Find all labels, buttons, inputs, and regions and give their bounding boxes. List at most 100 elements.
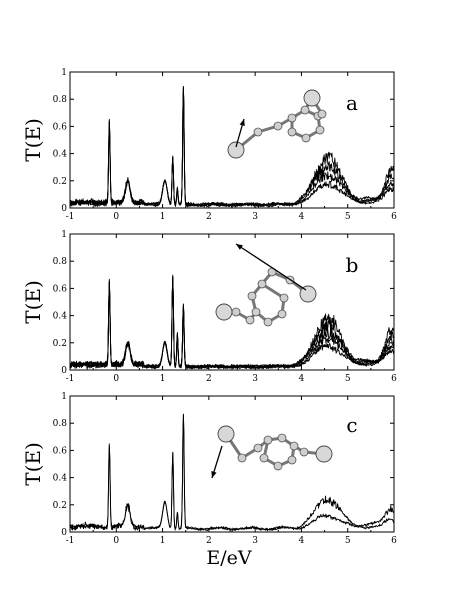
panel-letter: b xyxy=(346,253,359,277)
x-tick-label: 1 xyxy=(160,536,166,546)
x-tick-label: 5 xyxy=(345,212,351,222)
y-tick-label: 0.2 xyxy=(53,501,67,511)
molecule-atom xyxy=(263,317,273,327)
x-axis-label: E/eV xyxy=(206,547,252,569)
x-tick-label: 0 xyxy=(113,374,119,384)
metal-atom xyxy=(217,425,235,443)
x-tick-label: 5 xyxy=(345,536,351,546)
molecule-atom xyxy=(247,291,257,301)
arrow-head xyxy=(211,471,217,478)
metal-atom xyxy=(303,89,321,107)
molecule-atom xyxy=(231,307,241,317)
molecule-atom xyxy=(277,433,287,443)
metal-atom xyxy=(215,303,233,321)
x-tick-label: 2 xyxy=(206,374,212,384)
y-tick-label: 0.4 xyxy=(53,150,68,160)
y-tick-label: 0.6 xyxy=(53,122,68,132)
molecule-illustration xyxy=(227,89,327,159)
y-tick-label: 1 xyxy=(61,392,67,402)
metal-atom xyxy=(315,445,333,463)
molecule-atom xyxy=(287,455,297,465)
molecule-atom xyxy=(315,125,325,135)
y-tick-label: 0.4 xyxy=(53,474,68,484)
x-tick-label: 3 xyxy=(252,374,258,384)
molecule-atom xyxy=(317,109,327,119)
panel-a: 00.20.40.60.81-1 0 1 2 3 4 5 6T(E)a xyxy=(21,68,397,222)
x-tick-label: 1 xyxy=(160,374,166,384)
x-tick-label: -1 xyxy=(66,212,75,222)
y-tick-label: 0.4 xyxy=(53,312,68,322)
y-axis-label: T(E) xyxy=(21,442,45,486)
molecule-atom xyxy=(245,315,255,325)
y-tick-label: 0.8 xyxy=(53,419,68,429)
y-tick-label: 1 xyxy=(61,68,67,78)
molecule-atom xyxy=(273,121,283,131)
molecule-atom xyxy=(287,113,297,123)
series-group xyxy=(69,274,395,370)
molecule-atom xyxy=(257,279,267,289)
panel-b: 00.20.40.60.81-1 0 1 2 3 4 5 6T(E)b xyxy=(21,230,397,384)
x-tick-label: 4 xyxy=(299,536,305,546)
x-tick-label: -1 xyxy=(66,374,75,384)
molecule-atom xyxy=(237,453,247,463)
x-tick-label: 6 xyxy=(391,212,397,222)
x-tick-label: 4 xyxy=(299,212,305,222)
x-tick-label: 4 xyxy=(299,374,305,384)
x-tick-label: 2 xyxy=(206,212,212,222)
panel-c: 00.20.40.60.81-1 0 1 2 3 4 5 6T(E)c xyxy=(21,392,397,546)
x-tick-label: 5 xyxy=(345,374,351,384)
x-tick-label: 6 xyxy=(391,374,397,384)
molecule-atom xyxy=(277,309,287,319)
y-tick-label: 0.6 xyxy=(53,284,68,294)
molecule-illustration xyxy=(215,243,317,327)
transmission-curve xyxy=(69,277,395,370)
x-tick-label: 3 xyxy=(252,212,258,222)
y-tick-label: 0.2 xyxy=(53,339,67,349)
x-tick-label: 1 xyxy=(160,212,166,222)
transmission-curve xyxy=(70,413,395,532)
panel-letter: a xyxy=(346,91,358,115)
molecule-illustration xyxy=(211,425,333,479)
molecule-atom xyxy=(251,307,261,317)
molecule-atom xyxy=(287,127,297,137)
x-tick-label: 6 xyxy=(391,536,397,546)
molecule-atom xyxy=(289,441,299,451)
molecule-atom xyxy=(301,133,311,143)
transmission-curve xyxy=(69,87,395,208)
molecule-atom xyxy=(300,105,310,115)
panels: 00.20.40.60.81-1 0 1 2 3 4 5 6T(E)a00.20.40.60.… xyxy=(21,68,397,546)
direction-arrow xyxy=(235,243,307,291)
molecule-atom xyxy=(259,453,269,463)
y-tick-label: 0 xyxy=(61,204,67,214)
x-tick-label: 0 xyxy=(113,212,119,222)
panel-letter: c xyxy=(346,413,357,437)
molecule-atom xyxy=(253,443,263,453)
x-tick-label: 3 xyxy=(252,536,258,546)
y-tick-label: 0.8 xyxy=(53,257,68,267)
molecule-atom xyxy=(273,461,283,471)
y-axis-label: T(E) xyxy=(21,118,45,162)
series-group xyxy=(69,413,395,532)
transmission-curve xyxy=(69,276,395,370)
y-tick-label: 0.8 xyxy=(53,95,68,105)
x-tick-label: 0 xyxy=(113,536,119,546)
series-group xyxy=(69,85,395,208)
plot-frame xyxy=(69,395,395,533)
metal-atom xyxy=(299,285,317,303)
y-tick-label: 0.2 xyxy=(53,177,67,187)
arrow-head xyxy=(239,119,245,126)
y-tick-label: 0 xyxy=(61,528,67,538)
molecule-atom xyxy=(263,435,273,445)
x-tick-label: 2 xyxy=(206,536,212,546)
y-tick-label: 0 xyxy=(61,366,67,376)
metal-atom xyxy=(227,141,245,159)
molecule-atom xyxy=(299,447,309,457)
molecule-atom xyxy=(279,293,289,303)
y-axis-label: T(E) xyxy=(21,280,45,324)
molecule-atom xyxy=(253,127,263,137)
y-tick-label: 1 xyxy=(61,230,67,240)
x-tick-label: -1 xyxy=(66,536,75,546)
y-tick-label: 0.6 xyxy=(53,446,68,456)
arrow-head xyxy=(236,244,243,250)
